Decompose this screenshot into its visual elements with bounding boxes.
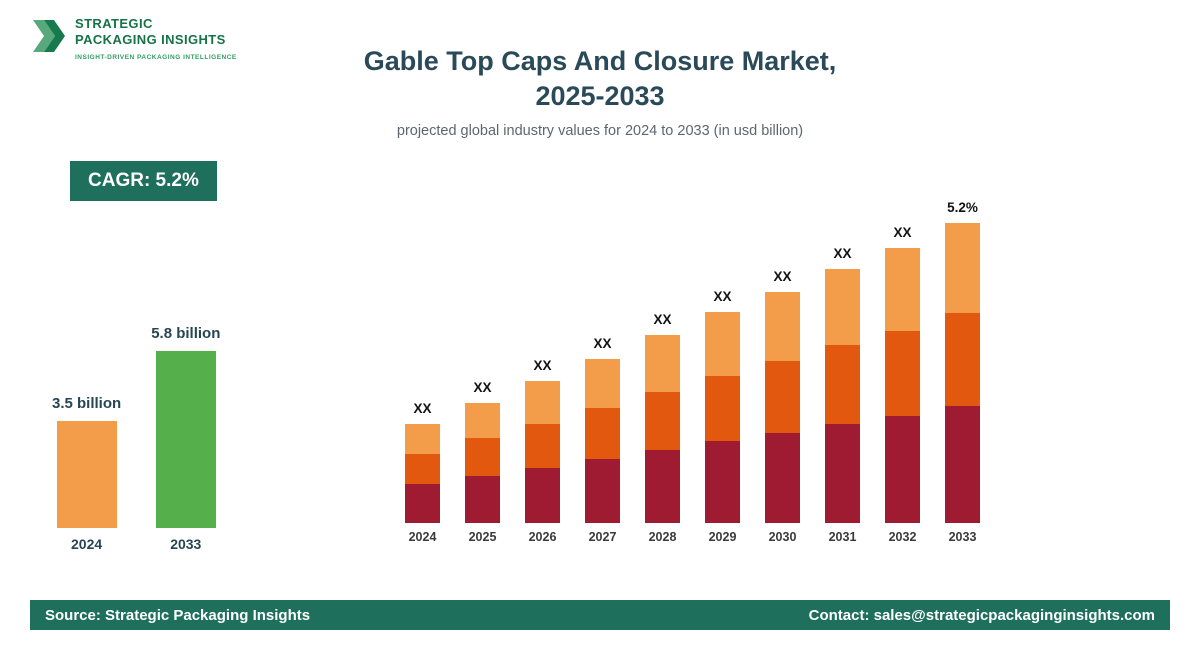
segment-middle [405, 454, 440, 484]
bar-value-label: 5.2% [947, 200, 978, 215]
bar-value-label: 3.5 billion [52, 395, 122, 412]
segment-bottom [405, 484, 440, 523]
stacked-bar [765, 292, 800, 523]
stacked-bar [945, 223, 980, 523]
axis-year-label: 2026 [528, 530, 557, 544]
logo-name-line1: STRATEGIC [75, 16, 153, 31]
segment-bottom [525, 468, 560, 523]
stacked-bar [525, 381, 560, 523]
stacked-bar [885, 248, 920, 523]
page-subtitle: projected global industry values for 202… [396, 123, 804, 140]
segment-top [885, 248, 920, 331]
stacked-bar [825, 269, 860, 523]
segment-middle [525, 424, 560, 468]
axis-year-label: 2029 [708, 530, 737, 544]
comparison-bar [56, 421, 117, 528]
comparison-bar [155, 351, 216, 528]
stacked-bar-column: XX 2031 [825, 246, 860, 544]
stacked-bar-column: XX 2028 [645, 312, 680, 544]
segment-top [825, 269, 860, 345]
cagr-badge: CAGR: 5.2% [70, 161, 217, 201]
bar-value-label: XX [413, 401, 432, 416]
bar-value-label: XX [833, 246, 852, 261]
segment-top [585, 359, 620, 408]
stacked-bar-column: XX 2029 [705, 289, 740, 544]
logo-chevrons-icon [33, 20, 65, 52]
bar-value-label: XX [773, 269, 792, 284]
segment-bottom [465, 476, 500, 523]
axis-year-label: 2033 [170, 536, 202, 552]
segment-middle [885, 331, 920, 416]
segment-top [945, 223, 980, 313]
bar-value-label: XX [653, 312, 672, 327]
segment-top [645, 335, 680, 392]
bar-value-label: XX [533, 358, 552, 373]
stacked-bar-column: 5.2% 2033 [945, 200, 980, 544]
stacked-bar-column: XX 2025 [465, 380, 500, 544]
segment-bottom [765, 433, 800, 523]
stacked-bar [405, 424, 440, 523]
segment-top [465, 403, 500, 438]
logo-tagline: INSIGHT-DRIVEN PACKAGING INTELLIGENCE [75, 53, 237, 61]
axis-year-label: 2030 [768, 530, 797, 544]
stacked-bar [645, 335, 680, 523]
segment-middle [645, 392, 680, 450]
page-title-line2: 2025-2033 [535, 81, 665, 112]
bar-value-label: XX [473, 380, 492, 395]
segment-middle [705, 376, 740, 441]
bar-value-label: XX [593, 336, 612, 351]
segment-bottom [585, 459, 620, 523]
comparison-bar-column: 3.5 billion 2024 [52, 395, 121, 552]
title-block: Gable Top Caps And Closure Market, 2025-… [250, 44, 950, 139]
comparison-chart: 3.5 billion 2024 5.8 billion 2033 [52, 325, 220, 552]
axis-year-label: 2031 [828, 530, 857, 544]
contact-text: Contact: sales@strategicpackaginginsight… [808, 606, 1155, 624]
segment-bottom [945, 406, 980, 523]
segment-top [705, 312, 740, 376]
brand-logo: STRATEGIC PACKAGING INSIGHTS INSIGHT-DRI… [32, 14, 237, 61]
axis-year-label: 2033 [948, 530, 977, 544]
footer-bar: Source: Strategic Packaging Insights Con… [30, 600, 1170, 630]
axis-year-label: 2028 [648, 530, 677, 544]
stacked-bar-column: XX 2024 [405, 401, 440, 544]
source-text: Source: Strategic Packaging Insights [45, 606, 311, 624]
segment-middle [465, 438, 500, 476]
segment-bottom [645, 450, 680, 523]
projection-chart: XX 2024 XX 2025 XX 2026 XX 2027 XX 2028 XX 2029 XX 20… [405, 200, 980, 544]
stacked-bar-column: XX 2030 [765, 269, 800, 544]
segment-top [765, 292, 800, 361]
comparison-bar-column: 5.8 billion 2033 [151, 325, 220, 552]
bar-value-label: XX [893, 225, 912, 240]
stacked-bar-column: XX 2032 [885, 225, 920, 544]
axis-year-label: 2024 [408, 530, 437, 544]
segment-middle [945, 313, 980, 406]
bar-value-label: 5.8 billion [151, 325, 221, 342]
segment-middle [585, 408, 620, 459]
segment-top [525, 381, 560, 424]
stacked-bar [705, 312, 740, 523]
logo-name-line2: PACKAGING INSIGHTS [75, 32, 226, 48]
stacked-bar-column: XX 2026 [525, 358, 560, 544]
segment-middle [765, 361, 800, 433]
segment-middle [825, 345, 860, 424]
page-title-line1: Gable Top Caps And Closure Market, [363, 46, 837, 76]
stacked-bar [585, 359, 620, 523]
logo-text: STRATEGIC PACKAGING INSIGHTS INSIGHT-DRI… [75, 14, 237, 61]
segment-top [405, 424, 440, 454]
axis-year-label: 2032 [888, 530, 917, 544]
segment-bottom [825, 424, 860, 523]
axis-year-label: 2027 [588, 530, 617, 544]
axis-year-label: 2025 [468, 530, 497, 544]
stacked-bar [465, 403, 500, 523]
segment-bottom [885, 416, 920, 523]
segment-bottom [705, 441, 740, 523]
stacked-bar-column: XX 2027 [585, 336, 620, 544]
bar-value-label: XX [713, 289, 732, 304]
axis-year-label: 2024 [71, 536, 103, 552]
